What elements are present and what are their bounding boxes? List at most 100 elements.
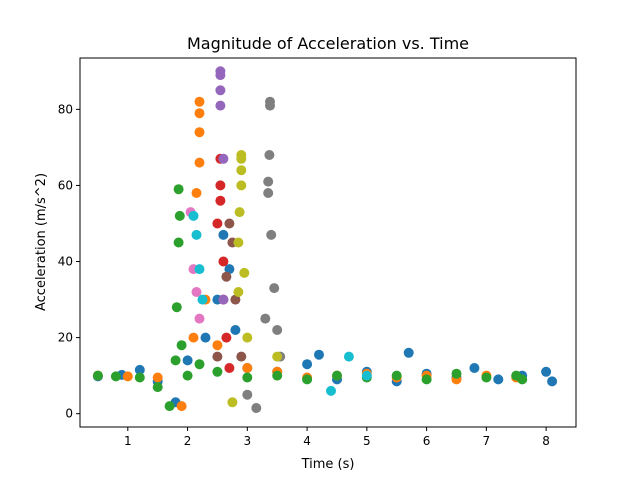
- y-tick-label: 40: [58, 255, 73, 269]
- data-point-s2-20: [421, 374, 432, 385]
- x-tick-label: 1: [124, 434, 132, 448]
- data-point-s0-25: [547, 376, 558, 387]
- data-point-s0-5: [182, 355, 193, 366]
- data-point-s7-2: [260, 313, 271, 324]
- data-point-s1-7: [194, 108, 205, 119]
- data-point-s9-4: [326, 385, 336, 396]
- data-point-s5-1: [221, 271, 232, 282]
- x-axis-ticks: 1 2 3 4 5 6 7 8: [124, 427, 550, 448]
- data-point-s2-15: [272, 370, 283, 381]
- data-point-s2-19: [391, 370, 402, 381]
- data-point-s1-4: [188, 332, 199, 343]
- data-point-s5-2: [224, 218, 235, 229]
- x-tick-label: 7: [483, 434, 491, 448]
- data-point-s1-5: [191, 188, 202, 198]
- data-point-s1-6: [194, 96, 205, 107]
- y-axis-label: Acceleration (m/s^2): [34, 173, 49, 311]
- data-point-s7-10: [272, 325, 283, 335]
- data-point-s8-4: [236, 180, 247, 191]
- data-point-s9-1: [191, 229, 202, 240]
- data-point-s0-14: [314, 349, 324, 360]
- y-tick-label: 0: [65, 407, 73, 421]
- x-tick-label: 4: [303, 434, 311, 448]
- data-point-s2-3: [152, 382, 163, 393]
- data-point-s1-3: [176, 401, 187, 412]
- points-layer: [92, 66, 558, 413]
- x-tick-label: 5: [363, 434, 371, 448]
- data-point-s5-4: [230, 294, 241, 305]
- data-point-s7-1: [251, 403, 262, 413]
- data-point-s3-0: [212, 218, 223, 229]
- data-point-s2-1: [110, 371, 121, 382]
- data-point-s6-3: [194, 313, 205, 324]
- data-point-s7-3: [263, 188, 274, 198]
- data-point-s0-2: [134, 364, 145, 375]
- data-point-s7-7: [265, 100, 275, 111]
- data-point-s1-12: [242, 363, 253, 373]
- data-point-s8-10: [272, 351, 283, 362]
- data-point-s2-22: [481, 372, 492, 383]
- data-point-s8-5: [236, 165, 247, 176]
- data-point-s2-21: [451, 368, 462, 379]
- data-point-s3-7: [224, 363, 235, 373]
- data-point-s2-0: [92, 370, 103, 381]
- x-tick-label: 3: [244, 434, 252, 448]
- data-point-s2-14: [242, 372, 253, 383]
- data-point-s7-4: [263, 176, 274, 187]
- data-point-s0-18: [403, 347, 414, 358]
- data-point-s8-8: [239, 267, 250, 278]
- y-tick-label: 80: [58, 102, 73, 116]
- data-point-s2-12: [194, 359, 205, 370]
- data-point-s4-1: [215, 70, 226, 81]
- data-point-s1-11: [212, 340, 223, 351]
- data-point-s9-0: [188, 210, 199, 221]
- x-tick-label: 8: [542, 434, 550, 448]
- data-point-s0-8: [218, 229, 229, 240]
- data-point-s4-5: [218, 294, 229, 305]
- data-point-s9-3: [197, 294, 208, 305]
- data-point-s2-10: [176, 340, 187, 351]
- data-point-s8-0: [227, 397, 238, 408]
- data-point-s8-3: [234, 207, 245, 218]
- data-point-s6-2: [191, 287, 202, 297]
- data-point-s2-5: [170, 355, 181, 366]
- data-point-s0-10: [230, 325, 241, 335]
- x-tick-label: 2: [184, 434, 192, 448]
- data-point-s4-2: [215, 85, 226, 96]
- data-point-s5-0: [212, 351, 223, 362]
- data-point-s0-6: [200, 332, 211, 343]
- data-point-s2-4: [164, 401, 175, 412]
- data-point-s4-3: [215, 100, 226, 111]
- data-point-s3-3: [215, 195, 226, 206]
- data-point-s9-6: [361, 370, 372, 381]
- data-point-s0-9: [224, 264, 235, 275]
- data-point-s4-4: [218, 153, 229, 164]
- data-point-s8-7: [236, 150, 247, 160]
- y-tick-label: 20: [58, 331, 73, 345]
- data-point-s3-6: [221, 332, 232, 343]
- x-axis-label: Time (s): [301, 457, 355, 472]
- data-point-s1-2: [152, 372, 163, 383]
- data-point-s3-4: [218, 256, 229, 267]
- data-point-s2-11: [182, 370, 193, 381]
- data-point-s2-13: [212, 366, 223, 377]
- data-point-s0-24: [541, 366, 552, 377]
- y-tick-label: 60: [58, 178, 73, 192]
- data-point-s2-6: [171, 302, 182, 313]
- data-point-s8-2: [233, 237, 244, 248]
- data-point-s1-9: [194, 157, 205, 168]
- plot-area: [79, 57, 577, 428]
- data-point-s1-1: [122, 371, 133, 382]
- y-axis-ticks: 0 20 40 60 80: [58, 102, 80, 421]
- data-point-s2-9: [174, 210, 185, 221]
- data-point-s7-0: [242, 389, 253, 400]
- data-point-s0-22: [493, 374, 504, 385]
- data-point-s9-5: [343, 351, 354, 362]
- x-tick-label: 6: [423, 434, 431, 448]
- data-point-s0-13: [302, 359, 313, 370]
- data-point-s2-24: [517, 374, 528, 385]
- data-point-s5-5: [236, 351, 247, 362]
- data-point-s2-7: [173, 237, 184, 248]
- data-point-s2-2: [134, 372, 145, 383]
